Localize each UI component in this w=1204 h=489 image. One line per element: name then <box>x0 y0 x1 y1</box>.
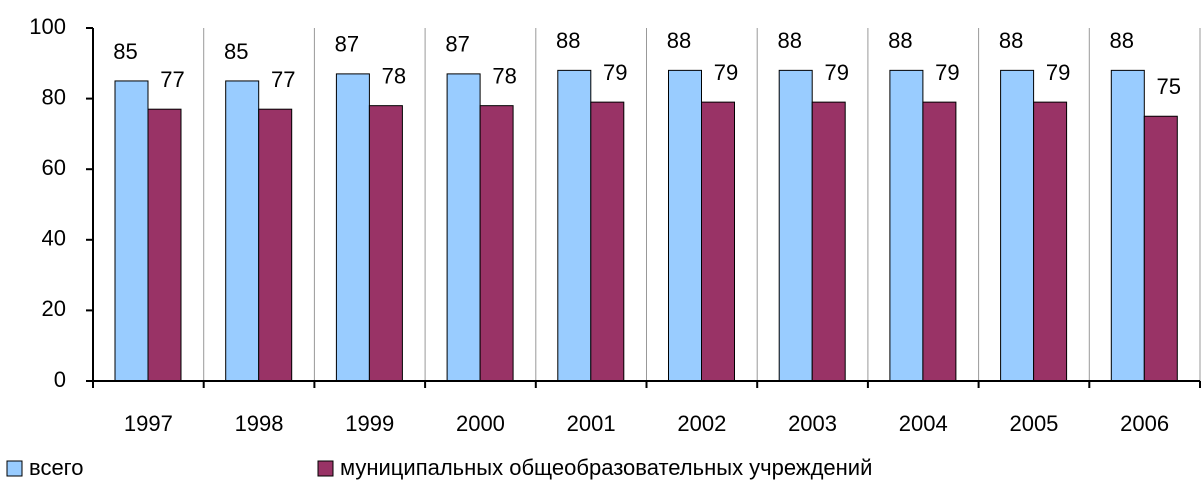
data-label: 78 <box>382 63 406 88</box>
data-label: 88 <box>888 28 912 53</box>
legend-swatch <box>6 460 23 477</box>
y-tick-label: 20 <box>42 296 66 321</box>
x-tick-label: 1998 <box>235 411 284 436</box>
data-label: 79 <box>824 60 848 85</box>
bar <box>258 108 293 382</box>
bar <box>922 101 957 382</box>
data-label: 88 <box>999 28 1023 53</box>
data-label: 79 <box>714 60 738 85</box>
data-label: 77 <box>160 67 184 92</box>
data-label: 85 <box>224 39 248 64</box>
legend-label: муниципальных общеобразовательных учрежд… <box>340 455 872 480</box>
bar <box>889 69 924 382</box>
legend-label: всего <box>29 455 83 480</box>
x-tick-label: 2005 <box>1009 411 1058 436</box>
y-tick-label: 100 <box>29 14 66 39</box>
bar <box>479 105 514 382</box>
bar <box>368 105 403 382</box>
data-label: 88 <box>777 28 801 53</box>
bar <box>1143 115 1178 382</box>
data-label: 78 <box>492 63 516 88</box>
data-label: 88 <box>556 28 580 53</box>
data-label: 79 <box>1046 60 1070 85</box>
data-label: 87 <box>445 32 469 57</box>
data-label: 85 <box>113 39 137 64</box>
bar <box>590 101 625 382</box>
y-tick-label: 60 <box>42 155 66 180</box>
x-tick-label: 1997 <box>124 411 173 436</box>
bar <box>225 80 260 382</box>
y-tick-label: 80 <box>42 84 66 109</box>
data-label: 88 <box>1110 28 1134 53</box>
data-label: 77 <box>271 67 295 92</box>
bar <box>701 101 735 382</box>
x-tick-label: 2002 <box>677 411 726 436</box>
x-tick-label: 2001 <box>567 411 616 436</box>
data-label: 75 <box>1157 74 1181 99</box>
x-tick-label: 2004 <box>899 411 948 436</box>
y-tick-label: 40 <box>42 226 66 251</box>
y-tick-label: 0 <box>54 367 66 392</box>
bar <box>446 73 481 382</box>
bar <box>147 108 182 382</box>
bar <box>778 69 813 382</box>
bar <box>668 69 702 382</box>
bar <box>114 80 149 382</box>
bar <box>1033 101 1068 382</box>
legend-swatch <box>317 460 334 477</box>
x-tick-label: 2003 <box>788 411 837 436</box>
data-label: 79 <box>935 60 959 85</box>
data-label: 79 <box>603 60 627 85</box>
x-tick-label: 2000 <box>456 411 505 436</box>
data-label: 88 <box>667 28 691 53</box>
data-label: 87 <box>335 32 359 57</box>
x-tick-label: 2006 <box>1120 411 1169 436</box>
bar <box>1110 69 1145 382</box>
bar <box>811 101 846 382</box>
bar <box>1000 69 1035 382</box>
bar <box>335 73 370 382</box>
bar <box>557 69 592 382</box>
x-tick-label: 1999 <box>345 411 394 436</box>
